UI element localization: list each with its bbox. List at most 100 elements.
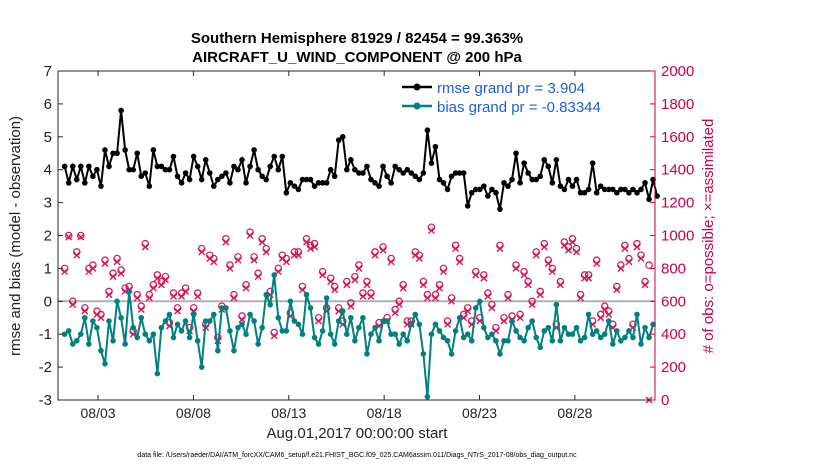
rmse-point [577, 189, 584, 196]
rmse-point [360, 170, 366, 176]
rmse-point [271, 153, 278, 160]
obs-assimilated-marker [105, 291, 113, 299]
rmse-point [98, 183, 104, 189]
bias-point [404, 337, 411, 344]
obs-assimilated-marker [137, 306, 145, 314]
obs-assimilated-marker [597, 314, 605, 322]
rmse-point [593, 189, 600, 196]
rmse-point [537, 173, 544, 180]
bias-point [545, 324, 552, 331]
obs-assimilated-marker [419, 281, 427, 289]
y-axis-label: rmse and bias (model - observation) [7, 116, 24, 356]
bias-point [90, 318, 96, 324]
obs-assimilated-marker [294, 251, 302, 259]
bias-point [521, 337, 527, 344]
rmse-point [319, 180, 326, 186]
obs-assimilated-marker [448, 297, 456, 305]
rmse-point [61, 163, 68, 170]
x-tick-label: 08/28 [557, 405, 592, 421]
bias-point [432, 321, 439, 328]
y2-tick-label: 1000 [661, 228, 694, 245]
bias-point [605, 318, 612, 324]
obs-assimilated-marker [544, 259, 552, 267]
obs-assimilated-marker [464, 307, 472, 315]
rmse-point [174, 173, 181, 180]
bias-point [553, 301, 560, 308]
obs-assimilated-marker [61, 268, 69, 276]
obs-assimilated-marker [319, 271, 327, 279]
bias-point [380, 318, 386, 324]
obs-assimilated-marker [343, 281, 351, 289]
obs-assimilated-marker [399, 284, 407, 292]
obs-assimilated-marker [568, 238, 576, 246]
rmse-point [440, 180, 447, 186]
obs-assimilated-marker [516, 314, 524, 322]
bias-point [601, 331, 608, 338]
bias-point [614, 328, 620, 334]
bias-point [622, 334, 628, 341]
obs-assimilated-marker [194, 292, 202, 300]
y-tick-label: 4 [44, 162, 52, 179]
y2-tick-label: 1600 [661, 129, 694, 146]
bias-point [267, 301, 274, 308]
obs-assimilated-marker [460, 314, 468, 322]
rmse-point [456, 170, 463, 176]
obs-assimilated-marker [315, 317, 323, 325]
obs-assimilated-marker [548, 268, 556, 276]
bias-point [130, 324, 136, 331]
bias-point [364, 351, 370, 357]
rmse-point [255, 166, 261, 173]
obs-assimilated-marker [145, 294, 153, 302]
bias-point [182, 318, 189, 324]
obs-assimilated-marker [153, 274, 161, 282]
rmse-point [126, 166, 132, 173]
rmse-point [448, 173, 455, 180]
rmse-point [589, 160, 596, 166]
rmse-point [634, 189, 640, 196]
bias-point [416, 321, 423, 328]
y-tick-label: -3 [39, 392, 52, 409]
obs-assimilated-marker [250, 256, 258, 264]
rmse-point [178, 180, 185, 186]
rmse-point [472, 186, 479, 193]
bias-point [194, 337, 201, 344]
bias-point [360, 314, 366, 321]
bias-point [343, 331, 350, 338]
bias-point [533, 334, 540, 341]
rmse-point [223, 170, 229, 176]
obs-assimilated-marker [101, 259, 109, 267]
rmse-point [618, 186, 624, 193]
rmse-point [569, 183, 576, 189]
rmse-point [122, 147, 128, 153]
obs-assimilated-marker [435, 284, 443, 292]
y2-tick-label: 400 [661, 326, 686, 343]
rmse-point [303, 176, 310, 183]
obs-assimilated-marker [149, 284, 157, 292]
bias-point [174, 321, 181, 328]
bias-point [589, 331, 596, 338]
rmse-point [428, 160, 435, 166]
bias-point [287, 298, 294, 305]
rmse-point [307, 176, 314, 183]
rmse-point [339, 134, 346, 140]
obs-assimilated-marker [621, 245, 629, 253]
bias-point [114, 298, 120, 305]
obs-assimilated-marker [520, 271, 528, 279]
bias-point [247, 311, 253, 318]
bias-point [420, 351, 427, 357]
rmse-point [642, 180, 648, 186]
bias-point [569, 331, 576, 338]
obs-assimilated-marker [371, 251, 379, 259]
rmse-point [283, 189, 290, 196]
y2-tick-label: 0 [661, 392, 669, 409]
y-tick-label: 3 [44, 195, 52, 212]
bias-point [440, 334, 447, 341]
bias-point [642, 324, 648, 331]
obs-assimilated-marker [298, 286, 306, 294]
obs-assimilated-marker [556, 281, 564, 289]
bias-point [396, 341, 402, 347]
bias-point [444, 337, 451, 344]
rmse-point [352, 166, 358, 173]
bias-point [460, 334, 467, 341]
